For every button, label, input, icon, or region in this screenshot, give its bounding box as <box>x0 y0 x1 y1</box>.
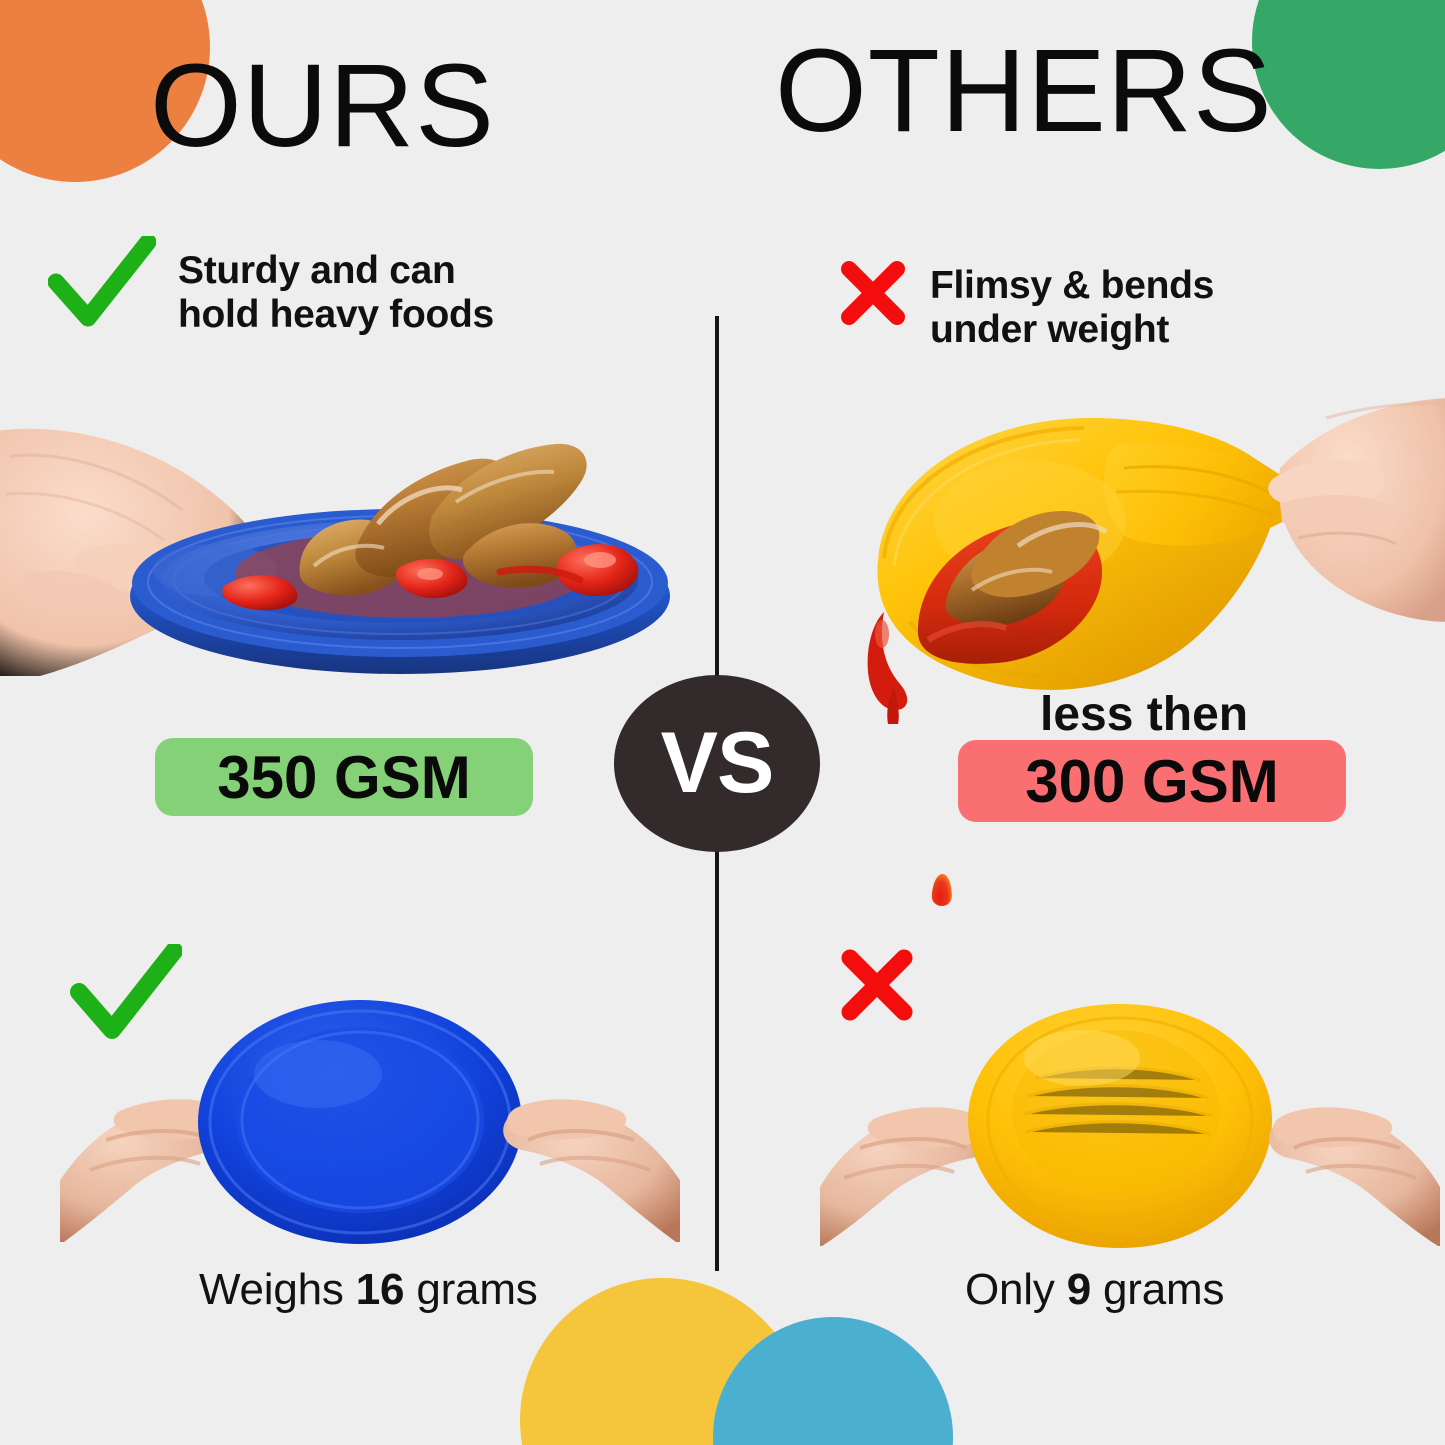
feature-others: Flimsy & bends under weight <box>838 258 1214 351</box>
vs-badge: VS <box>614 675 820 852</box>
column-title-ours: OURS <box>150 40 495 172</box>
badge-gsm-ours: 350 GSM <box>155 738 533 816</box>
green-check-icon <box>48 236 156 332</box>
caption-ours-suffix: grams <box>404 1265 538 1314</box>
caption-others-suffix: grams <box>1090 1265 1225 1314</box>
badge-gsm-others: 300 GSM <box>958 740 1346 822</box>
red-cross-icon <box>838 258 908 328</box>
feature-ours-line2: hold heavy foods <box>178 292 494 336</box>
caption-ours-value: 16 <box>355 1265 405 1314</box>
ketchup-droplet-icon <box>931 873 953 907</box>
column-title-others: OTHERS <box>775 25 1273 157</box>
feature-others-line2: under weight <box>930 307 1170 351</box>
decorative-green-circle <box>1252 0 1445 169</box>
red-cross-icon-bottom <box>838 946 916 1029</box>
photo-hand-bending-yellow-plate-with-food <box>850 372 1445 724</box>
photo-hand-holding-blue-plate-with-food <box>0 398 700 680</box>
photo-two-hands-holding-yellow-plate <box>810 1000 1445 1250</box>
feature-ours: Sturdy and can hold heavy foods <box>48 236 494 336</box>
caption-others-value: 9 <box>1066 1265 1091 1314</box>
caption-ours-weight: Weighs 16 grams <box>199 1265 538 1315</box>
photo-two-hands-holding-blue-plate <box>50 1000 690 1250</box>
caption-others-prefix: Only <box>965 1265 1067 1314</box>
feature-ours-text: Sturdy and can hold heavy foods <box>178 249 494 336</box>
feature-others-text: Flimsy & bends under weight <box>930 264 1214 351</box>
feature-ours-line1: Sturdy and can <box>178 249 456 292</box>
caption-ours-prefix: Weighs <box>199 1265 356 1314</box>
feature-others-line1: Flimsy & bends <box>930 264 1215 307</box>
caption-others-weight: Only 9 grams <box>965 1265 1224 1315</box>
green-check-icon-bottom <box>70 942 183 1049</box>
label-less-then: less then <box>1040 688 1249 741</box>
